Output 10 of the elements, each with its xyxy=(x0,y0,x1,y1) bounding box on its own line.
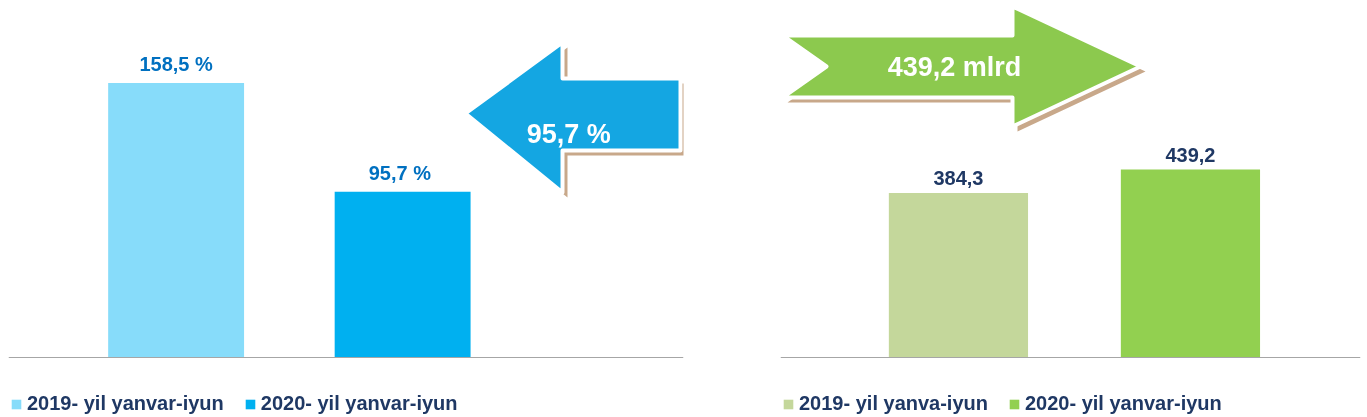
legend-label: 2019- yil yanvar-iyun xyxy=(27,392,224,415)
legend-label: 2020- yil yanvar-iyun xyxy=(260,392,458,415)
data-label: 158,5 % xyxy=(139,52,214,75)
text: 439,2 mlrd xyxy=(887,52,1022,83)
data-label: 439,2 xyxy=(1165,143,1216,166)
annotation: 95,7 % xyxy=(526,118,611,149)
data-label: 95,7 % xyxy=(368,161,432,184)
legend-label: 2019- yil yanva-iyun xyxy=(799,392,988,415)
data-label: 384,3 xyxy=(933,167,984,190)
legend-label: 2020- yil yanvar-iyun xyxy=(1024,392,1222,415)
